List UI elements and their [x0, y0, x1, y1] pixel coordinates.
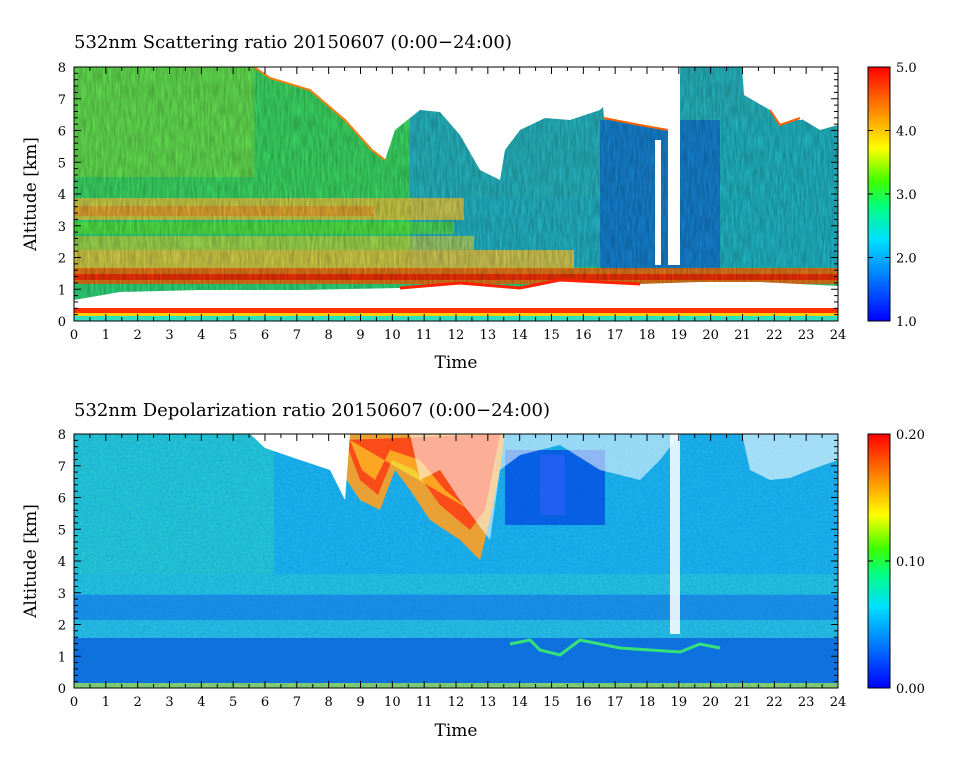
x-tick-label: 14 — [511, 328, 528, 343]
y-tick-label: 1 — [58, 650, 66, 665]
x-tick-label: 2 — [134, 695, 142, 710]
colorbar-tick-label: 3.0 — [896, 188, 917, 203]
x-tick-label: 9 — [356, 695, 364, 710]
x-tick-label: 23 — [798, 695, 815, 710]
x-axis-label: Time — [435, 353, 478, 373]
x-tick-label: 3 — [165, 328, 173, 343]
colorbar-tick-label: 4.0 — [896, 125, 917, 140]
colorbar-tick-label: 1.0 — [896, 315, 917, 330]
y-tick-label: 3 — [58, 220, 66, 235]
y-tick-label: 2 — [58, 619, 66, 634]
colorbar-ticks: 0.00 0.10 0.20 — [868, 428, 925, 697]
heatmap-scattering — [74, 66, 838, 321]
x-tick-label: 8 — [325, 328, 333, 343]
y-tick-label: 7 — [58, 93, 66, 108]
x-tick-label: 19 — [671, 328, 688, 343]
x-tick-label: 7 — [293, 328, 301, 343]
x-tick-label: 6 — [261, 328, 269, 343]
x-tick-label: 13 — [480, 695, 497, 710]
x-tick-label: 15 — [543, 695, 560, 710]
x-tick-label: 18 — [639, 328, 656, 343]
x-tick-label: 19 — [671, 695, 688, 710]
x-tick-label: 13 — [480, 328, 497, 343]
colorbar-tick-label: 0.00 — [896, 682, 925, 697]
colorbar-tick-label: 0.20 — [896, 428, 925, 443]
axis-ticks: 0 1 2 3 4 5 6 7 8 9 10 11 12 13 14 15 16 17 18 19 20 21 22 23 24… — [58, 61, 847, 343]
y-tick-label: 5 — [58, 523, 66, 538]
x-tick-label: 21 — [734, 328, 751, 343]
x-tick-label: 17 — [607, 328, 624, 343]
x-tick-label: 24 — [830, 328, 847, 343]
x-tick-label: 0 — [70, 328, 78, 343]
y-tick-label: 2 — [58, 252, 66, 267]
x-axis-label: Time — [435, 721, 478, 741]
x-tick-label: 10 — [384, 328, 401, 343]
x-tick-label: 22 — [766, 695, 783, 710]
x-tick-label: 20 — [702, 695, 719, 710]
x-tick-label: 10 — [384, 695, 401, 710]
y-tick-label: 4 — [58, 555, 66, 570]
y-tick-label: 6 — [58, 125, 66, 140]
y-axis-label: Altitude [km] — [21, 137, 41, 252]
y-tick-label: 4 — [58, 188, 66, 203]
chart-title: 532nm Scattering ratio 20150607 (0:00−24… — [74, 32, 512, 53]
scattering-ratio-panel: 532nm Scattering ratio 20150607 (0:00−24… — [21, 32, 917, 373]
colorbar-ticks: 1.0 2.0 3.0 4.0 5.0 — [868, 61, 917, 330]
y-tick-label: 8 — [58, 61, 66, 76]
y-tick-label: 7 — [58, 460, 66, 475]
x-tick-label: 2 — [134, 328, 142, 343]
x-tick-label: 18 — [639, 695, 656, 710]
x-tick-label: 15 — [543, 328, 560, 343]
y-tick-label: 5 — [58, 156, 66, 171]
depolarization-ratio-panel: 532nm Depolarization ratio 20150607 (0:0… — [21, 400, 925, 741]
x-tick-label: 5 — [229, 328, 237, 343]
x-tick-label: 5 — [229, 695, 237, 710]
x-tick-label: 8 — [325, 695, 333, 710]
colorbar-tick-label: 5.0 — [896, 61, 917, 76]
axis-ticks: 0 1 2 3 4 5 6 7 8 9 10 11 12 13 14 15 16 17 18 19 20 21 22 23 24… — [58, 428, 847, 710]
x-tick-label: 11 — [416, 695, 433, 710]
y-tick-label: 3 — [58, 587, 66, 602]
x-tick-label: 0 — [70, 695, 78, 710]
heatmap-depolarization — [74, 434, 838, 688]
y-tick-label: 8 — [58, 428, 66, 443]
y-tick-label: 6 — [58, 492, 66, 507]
x-tick-label: 21 — [734, 695, 751, 710]
x-tick-label: 12 — [448, 695, 465, 710]
x-tick-label: 9 — [356, 328, 364, 343]
chart-title: 532nm Depolarization ratio 20150607 (0:0… — [74, 400, 550, 421]
y-axis-label: Altitude [km] — [21, 504, 41, 619]
y-tick-label: 1 — [58, 283, 66, 298]
x-tick-label: 3 — [165, 695, 173, 710]
x-tick-label: 6 — [261, 695, 269, 710]
x-tick-label: 7 — [293, 695, 301, 710]
colorbar-tick-label: 0.10 — [896, 555, 925, 570]
x-tick-label: 17 — [607, 695, 624, 710]
x-tick-label: 12 — [448, 328, 465, 343]
colorbar-tick-label: 2.0 — [896, 252, 917, 267]
x-tick-label: 16 — [575, 695, 592, 710]
x-tick-label: 14 — [511, 695, 528, 710]
y-tick-label: 0 — [58, 315, 66, 330]
x-tick-label: 23 — [798, 328, 815, 343]
x-tick-label: 4 — [197, 328, 205, 343]
x-tick-label: 1 — [102, 695, 110, 710]
x-tick-label: 16 — [575, 328, 592, 343]
x-tick-label: 11 — [416, 328, 433, 343]
x-tick-label: 4 — [197, 695, 205, 710]
x-tick-label: 22 — [766, 328, 783, 343]
x-tick-label: 1 — [102, 328, 110, 343]
x-tick-label: 20 — [702, 328, 719, 343]
y-tick-label: 0 — [58, 682, 66, 697]
x-tick-label: 24 — [830, 695, 847, 710]
